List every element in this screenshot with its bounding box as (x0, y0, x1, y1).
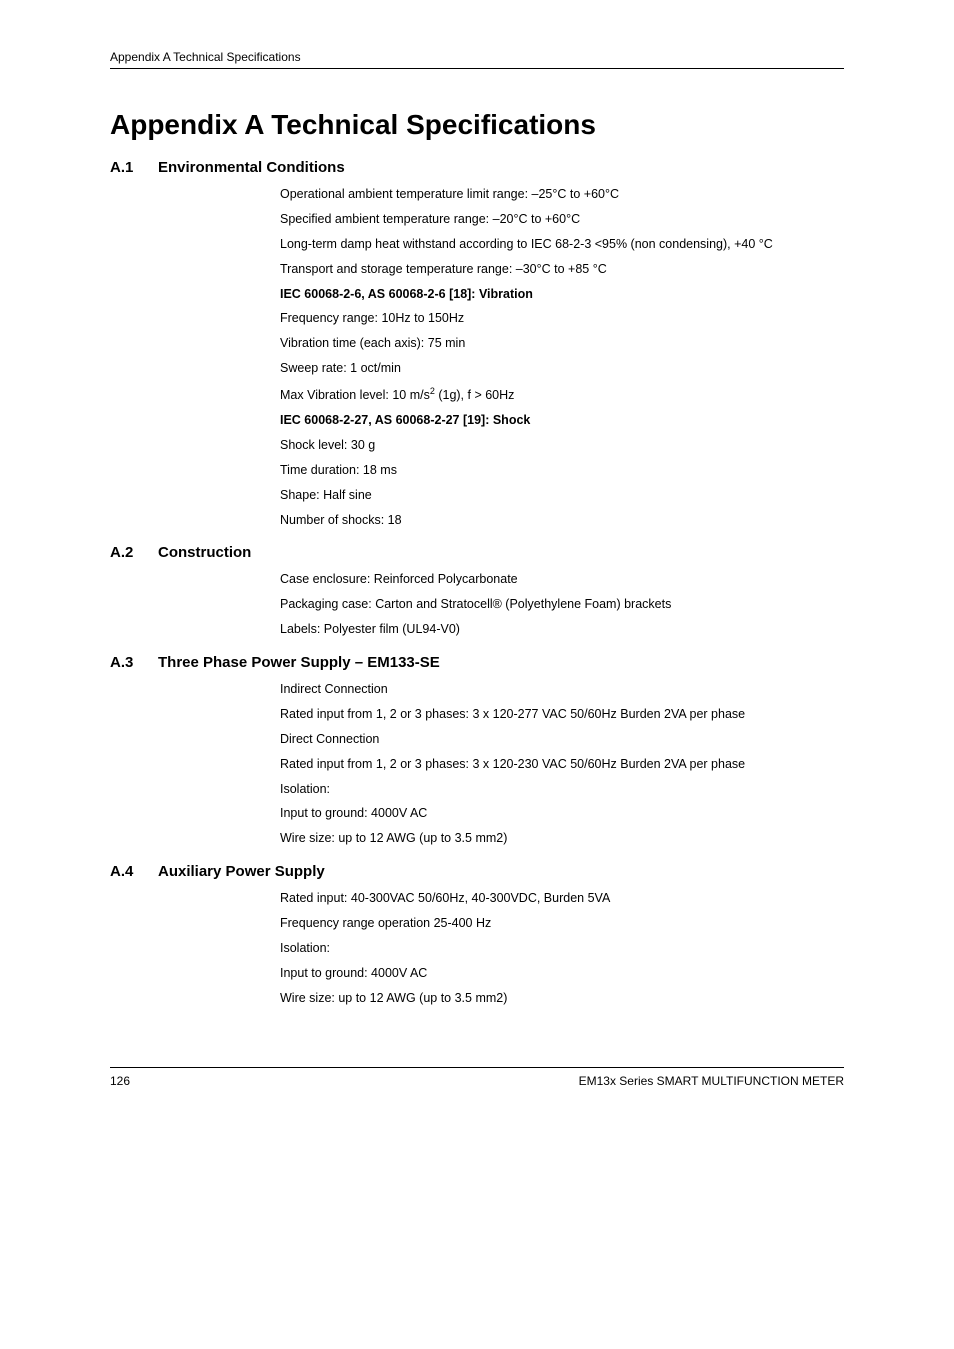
page-container: Appendix A Technical Specifications Appe… (0, 0, 954, 1138)
spec-line: Long-term damp heat withstand according … (280, 236, 844, 253)
spec-line: Specified ambient temperature range: –20… (280, 211, 844, 228)
spec-text: (1g), f > 60Hz (435, 388, 515, 402)
spec-line: Number of shocks: 18 (280, 512, 844, 529)
section-content-a3: Indirect Connection Rated input from 1, … (280, 681, 844, 847)
running-header: Appendix A Technical Specifications (110, 50, 844, 69)
spec-line: Rated input from 1, 2 or 3 phases: 3 x 1… (280, 706, 844, 723)
spec-line: Frequency range: 10Hz to 150Hz (280, 310, 844, 327)
spec-line: Indirect Connection (280, 681, 844, 698)
spec-line: Input to ground: 4000V AC (280, 965, 844, 982)
spec-line: Rated input from 1, 2 or 3 phases: 3 x 1… (280, 756, 844, 773)
page-number: 126 (110, 1074, 130, 1088)
spec-line: Rated input: 40-300VAC 50/60Hz, 40-300VD… (280, 890, 844, 907)
footer-title: EM13x Series SMART MULTIFUNCTION METER (579, 1074, 844, 1088)
spec-line: Isolation: (280, 781, 844, 798)
spec-line: Operational ambient temperature limit ra… (280, 186, 844, 203)
section-heading-a1: A.1 Environmental Conditions (110, 159, 844, 176)
spec-line: Shock level: 30 g (280, 437, 844, 454)
spec-line: Wire size: up to 12 AWG (up to 3.5 mm2) (280, 830, 844, 847)
spec-line: Max Vibration level: 10 m/s2 (1g), f > 6… (280, 385, 844, 404)
section-num-a3: A.3 (110, 654, 158, 671)
spec-line: Shape: Half sine (280, 487, 844, 504)
spec-line: Packaging case: Carton and Stratocell® (… (280, 596, 844, 613)
spec-line: Wire size: up to 12 AWG (up to 3.5 mm2) (280, 990, 844, 1007)
section-num-a2: A.2 (110, 544, 158, 561)
spec-line: Frequency range operation 25-400 Hz (280, 915, 844, 932)
section-num-a4: A.4 (110, 863, 158, 880)
spec-subheading: IEC 60068-2-6, AS 60068-2-6 [18]: Vibrat… (280, 286, 844, 303)
section-heading-a2: A.2 Construction (110, 544, 844, 561)
spec-line: Time duration: 18 ms (280, 462, 844, 479)
page-footer: 126 EM13x Series SMART MULTIFUNCTION MET… (110, 1067, 844, 1088)
section-heading-a3: A.3 Three Phase Power Supply – EM133-SE (110, 654, 844, 671)
appendix-title: Appendix A Technical Specifications (110, 109, 844, 141)
spec-line: Sweep rate: 1 oct/min (280, 360, 844, 377)
spec-line: Case enclosure: Reinforced Polycarbonate (280, 571, 844, 588)
section-heading-a4: A.4 Auxiliary Power Supply (110, 863, 844, 880)
spec-line: Input to ground: 4000V AC (280, 805, 844, 822)
section-title-a3: Three Phase Power Supply – EM133-SE (158, 654, 440, 671)
section-title-a2: Construction (158, 544, 251, 561)
spec-text: Max Vibration level: 10 m/s (280, 388, 430, 402)
spec-subheading: IEC 60068-2-27, AS 60068-2-27 [19]: Shoc… (280, 412, 844, 429)
section-num-a1: A.1 (110, 159, 158, 176)
section-title-a1: Environmental Conditions (158, 159, 345, 176)
spec-line: Isolation: (280, 940, 844, 957)
spec-line: Labels: Polyester film (UL94-V0) (280, 621, 844, 638)
section-title-a4: Auxiliary Power Supply (158, 863, 325, 880)
section-content-a1: Operational ambient temperature limit ra… (280, 186, 844, 528)
section-content-a2: Case enclosure: Reinforced Polycarbonate… (280, 571, 844, 638)
spec-line: Transport and storage temperature range:… (280, 261, 844, 278)
section-content-a4: Rated input: 40-300VAC 50/60Hz, 40-300VD… (280, 890, 844, 1006)
spec-line: Vibration time (each axis): 75 min (280, 335, 844, 352)
spec-line: Direct Connection (280, 731, 844, 748)
